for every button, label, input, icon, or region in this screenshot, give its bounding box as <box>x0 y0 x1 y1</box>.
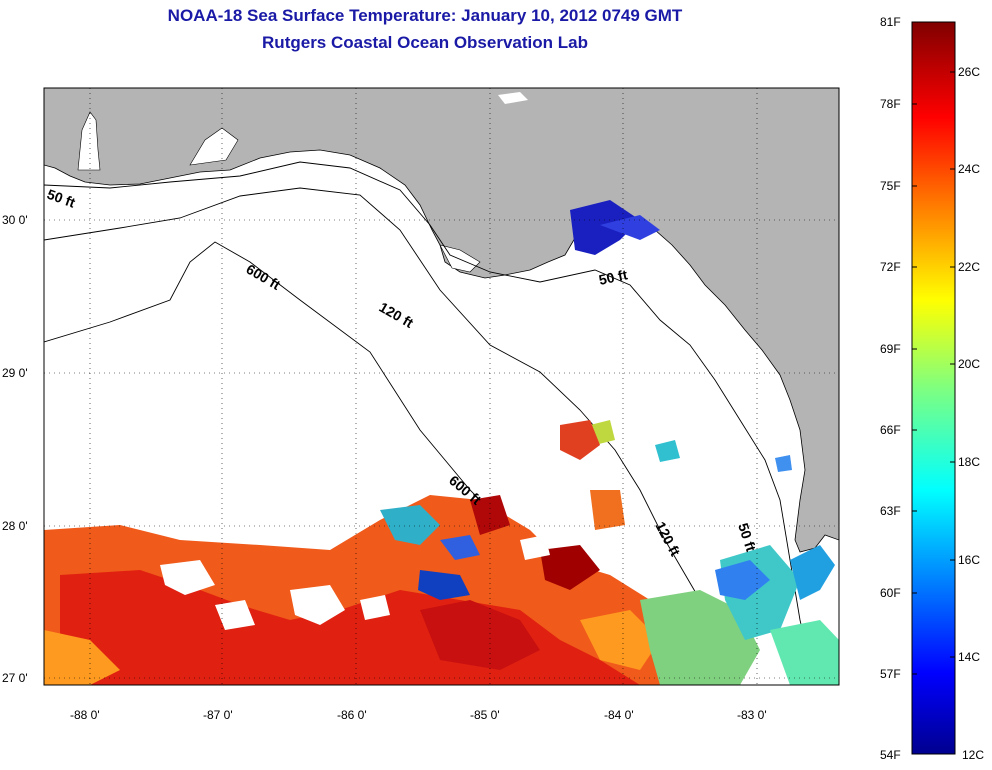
colorbar-label-c: 24C <box>958 162 981 176</box>
contour-label: 50 ft <box>597 266 629 288</box>
colorbar-ticks <box>912 71 955 675</box>
colorbar-label-c: 14C <box>958 650 981 664</box>
lat-tick-label: 27 0' <box>2 671 28 685</box>
colorbar-label-c: 16C <box>958 553 981 567</box>
lon-tick-label: -84 0' <box>604 708 634 722</box>
contour-50ft <box>44 161 816 685</box>
pensacola-bay <box>189 127 239 166</box>
colorbar-label-c: 26C <box>958 65 981 79</box>
lon-tick-label: -87 0' <box>203 708 233 722</box>
inland-lake <box>498 92 528 104</box>
colorbar-label-f: 75F <box>880 179 901 193</box>
colorbar-label-f: 66F <box>880 423 901 437</box>
contour-120ft <box>44 187 741 685</box>
colorbar <box>911 21 956 755</box>
colorbar-label-c: 12C <box>962 748 985 762</box>
cloud-gaps <box>160 535 725 630</box>
lat-tick-label: 28 0' <box>2 519 28 533</box>
lat-tick-label: 29 0' <box>2 366 28 380</box>
map-subtitle: Rutgers Coastal Ocean Observation Lab <box>262 33 588 52</box>
mobile-bay <box>77 111 101 171</box>
colorbar-label-c: 18C <box>958 455 981 469</box>
lon-tick-label: -85 0' <box>470 708 500 722</box>
colorbar-label-f: 63F <box>880 504 901 518</box>
colorbar-label-c: 20C <box>958 357 981 371</box>
map-title: NOAA-18 Sea Surface Temperature: January… <box>167 6 683 25</box>
colorbar-label-c: 22C <box>958 260 981 274</box>
colorbar-label-f: 54F <box>880 748 901 762</box>
colorbar-label-f: 60F <box>880 586 901 600</box>
apalachicola-bay <box>439 244 481 273</box>
sst-cool-patches <box>380 200 839 685</box>
colorbar-label-f: 81F <box>880 15 901 29</box>
land-mass <box>44 88 839 553</box>
lon-tick-label: -88 0' <box>70 708 100 722</box>
lon-tick-label: -86 0' <box>337 708 367 722</box>
lon-tick-label: -83 0' <box>737 708 767 722</box>
colorbar-label-f: 57F <box>880 667 901 681</box>
colorbar-label-f: 72F <box>880 260 901 274</box>
colorbar-label-f: 69F <box>880 342 901 356</box>
colorbar-label-f: 78F <box>880 97 901 111</box>
lat-tick-label: 30 0' <box>2 213 28 227</box>
